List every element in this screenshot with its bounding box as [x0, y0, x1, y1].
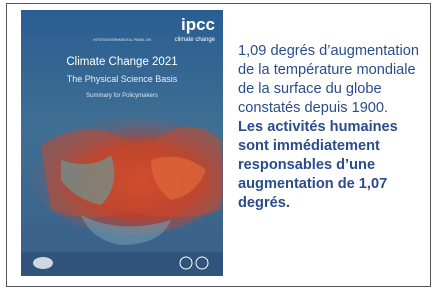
report-cover: ipcc INTERGOVERNMENTAL PANEL ON climate … — [21, 10, 223, 276]
text-block: 1,09 degrés d’augmentation de la tempéra… — [238, 42, 428, 213]
emphasis: Les activités humaines sont immédiatemen… — [238, 118, 428, 213]
cover-summary: Summary for Policymakers — [86, 93, 158, 99]
cover-title: Climate Change 2021 — [66, 56, 177, 68]
fact: 1,09 degrés d’augmentation de la tempéra… — [238, 42, 428, 118]
badge — [33, 257, 53, 269]
cover-subtitle: The Physical Science Basis — [67, 74, 178, 84]
org: INTERGOVERNMENTAL PANEL ON — [93, 38, 151, 42]
logo: ipcc — [181, 15, 215, 34]
card: ipcc INTERGOVERNMENTAL PANEL ON climate … — [6, 3, 431, 287]
org-highlight: climate change — [175, 37, 216, 43]
